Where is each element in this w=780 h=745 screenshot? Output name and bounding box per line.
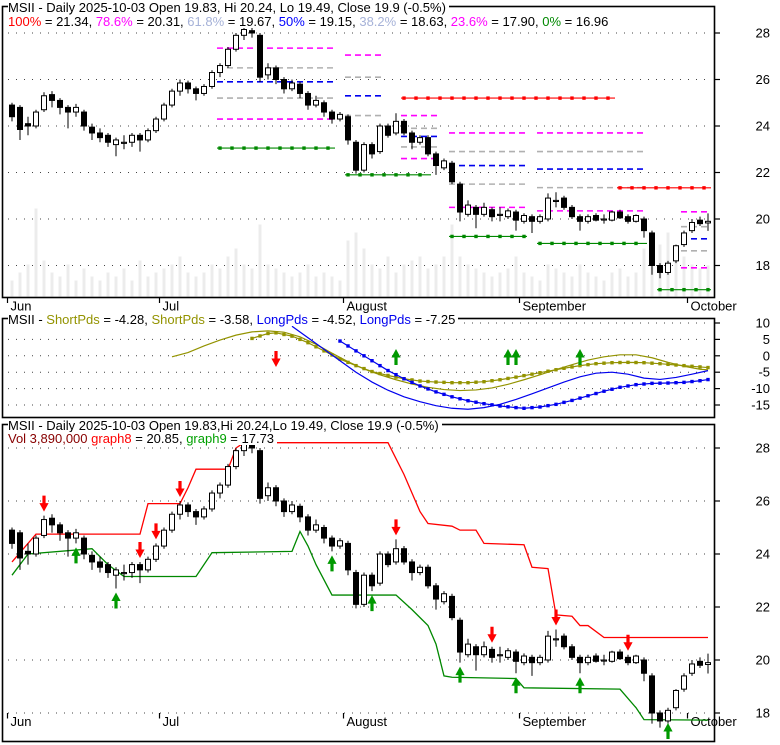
month-label: October (691, 299, 738, 314)
legend-part: = 20.85, (131, 431, 187, 446)
y-axis-label: 22 (756, 165, 770, 180)
legend-part: 50% (278, 14, 305, 29)
legend-part: 38.2% (359, 14, 397, 29)
legend-part: = 19.67, (224, 14, 279, 29)
sell-arrow-icon (135, 541, 145, 558)
y-axis-label: 24 (756, 547, 770, 562)
month-label: Jul (163, 714, 180, 729)
y-axis-label: 24 (756, 119, 770, 134)
legend-part: = -3.58, (204, 312, 257, 327)
buy-arrow-icon (327, 555, 337, 572)
legend-part: = 16.96 (561, 14, 609, 29)
y-axis-label: 20 (756, 653, 770, 668)
legend-part: Vol 3,890,000 (8, 431, 92, 446)
lower-panel-title-text: MSII - Daily 2025-10-03 Open 19.83,Hi 20… (8, 418, 439, 433)
price-panel-plot[interactable]: 28 26 24 22 20 18 Jun Jul August September October (1, 5, 771, 314)
legend-part: = -7.25 (410, 312, 456, 327)
month-label: September (523, 714, 587, 729)
sell-arrow-icon (175, 481, 185, 497)
buy-arrow-icon (511, 677, 521, 694)
buy-arrow-icon (511, 349, 521, 365)
buy-arrow-icon (111, 592, 121, 609)
buy-arrow-icon (391, 349, 401, 365)
legend-part: ShortPds (46, 312, 100, 327)
legend-part: graph9 (186, 431, 227, 446)
legend-part: = 17.90, (487, 14, 543, 29)
volume-legend: Vol 3,890,000 graph8 = 20.85, graph9 = 1… (8, 431, 278, 446)
y-axis-label: 26 (756, 72, 770, 87)
price-panel-title: MSII - Daily 2025-10-03 Open 19.83, Hi 2… (8, 1, 449, 14)
legend-part: = -4.28, (99, 312, 152, 327)
sell-arrow-icon (391, 519, 401, 536)
month-label: September (523, 299, 587, 314)
y-axis-label: -10 (751, 381, 770, 396)
y-axis-label: -5 (758, 365, 770, 380)
y-axis-label: 28 (756, 26, 770, 41)
fib-legend: 100% = 21.34, 78.6% = 20.31, 61.8% = 19.… (8, 14, 612, 29)
legend-part: 100% (8, 14, 42, 29)
buy-arrow-icon (575, 677, 585, 694)
buy-arrow-icon (503, 349, 513, 365)
buy-arrow-icon (367, 595, 377, 612)
buy-arrow-icon (663, 723, 673, 739)
sell-arrow-icon (39, 495, 49, 512)
sell-arrow-icon (151, 523, 161, 540)
legend-part: 23.6% (450, 14, 488, 29)
y-axis-label: 20 (756, 212, 770, 227)
legend-part: 78.6% (95, 14, 133, 29)
y-axis-label: 26 (756, 494, 770, 509)
y-axis-label: 10 (756, 316, 770, 331)
lower-panel-plot[interactable]: 28 26 24 22 20 18 Jun Jul August September October (1, 423, 771, 743)
y-axis-label: 18 (756, 706, 770, 721)
legend-part: = 19.15, (304, 14, 360, 29)
y-axis-label: 28 (756, 441, 770, 456)
month-label: Jul (163, 299, 180, 314)
buy-arrow-icon (455, 666, 465, 683)
legend-part: = -4.52, (307, 312, 360, 327)
y-axis-label: 18 (756, 258, 770, 273)
price-panel-title-text: MSII - Daily 2025-10-03 Open 19.83, Hi 2… (8, 0, 446, 15)
y-axis-label: 0 (763, 348, 770, 363)
legend-part: = 21.34, (41, 14, 96, 29)
lower-panel-title: MSII - Daily 2025-10-03 Open 19.83,Hi 20… (8, 419, 442, 432)
legend-part: = 18.63, (396, 14, 451, 29)
legend-part: LongPds (256, 312, 308, 327)
y-axis-label: 5 (763, 332, 770, 347)
sell-arrow-icon (487, 626, 497, 643)
legend-part: graph8 (91, 431, 132, 446)
legend-part: 0% (542, 14, 562, 29)
y-axis-label: -15 (751, 398, 770, 413)
month-label: Jun (11, 299, 32, 314)
month-label: October (691, 714, 738, 729)
legend-part: MSII - (8, 312, 47, 327)
legend-part: ShortPds (151, 312, 205, 327)
sell-arrow-icon (271, 351, 281, 367)
indicator-panel-title: MSII - ShortPds = -4.28, ShortPds = -3.5… (8, 312, 459, 327)
buy-arrow-icon (575, 349, 585, 365)
legend-part: 61.8% (187, 14, 225, 29)
month-label: August (347, 714, 388, 729)
month-label: Jun (11, 714, 32, 729)
buy-arrow-icon (71, 547, 81, 564)
legend-part: = 17.73 (226, 431, 275, 446)
sell-arrow-icon (551, 609, 561, 626)
legend-part: LongPds (359, 312, 411, 327)
sell-arrow-icon (623, 634, 633, 651)
month-label: August (347, 299, 388, 314)
y-axis-label: 22 (756, 600, 770, 615)
legend-part: = 20.31, (132, 14, 188, 29)
